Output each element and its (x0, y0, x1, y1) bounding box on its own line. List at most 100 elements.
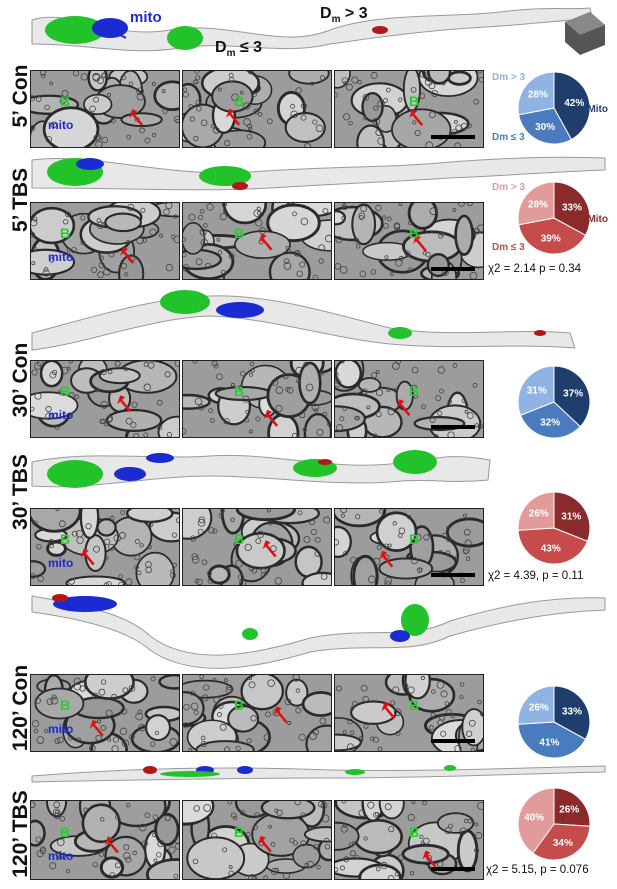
green-vesicle-cluster (45, 16, 105, 44)
bouton-label: B (409, 531, 420, 547)
bouton-label: B (234, 531, 245, 547)
pie-label: 40% (524, 813, 544, 824)
bouton-label: B (409, 383, 420, 399)
green-vesicle-cluster (160, 771, 220, 777)
mito-label: mito (48, 118, 74, 132)
pie-slice (517, 71, 555, 116)
legend-dm-le: Dm ≤ 3 (492, 242, 525, 253)
pie-slice (553, 181, 591, 237)
red-arrow (131, 112, 144, 126)
pie-slice (519, 401, 581, 439)
red-arrow (411, 112, 424, 126)
red-arrow (259, 838, 272, 853)
bouton-label: B (234, 383, 245, 399)
mito-label: mito (48, 556, 74, 570)
green-vesicle-cluster (47, 460, 103, 488)
psd-red (534, 330, 546, 336)
chi-square-result: χ2 = 2.14 p = 0.34 (488, 263, 581, 275)
pie-slice (518, 217, 587, 255)
pie-label: 37% (563, 389, 583, 400)
em-image-2: B (182, 508, 332, 586)
pie-slice (517, 527, 589, 565)
pie-slice (517, 787, 555, 854)
green-vesicle-cluster (160, 290, 210, 314)
em-image-2: B (182, 202, 332, 280)
scale-bar (431, 739, 475, 743)
psd-red (143, 766, 157, 774)
pie-slice (553, 685, 591, 741)
bouton-label: B (60, 225, 71, 241)
pie-label: 31% (527, 385, 547, 396)
bouton-label: B (60, 697, 71, 713)
red-arrow (398, 402, 411, 417)
em-image-2: B (182, 800, 332, 880)
mito-shape (76, 158, 104, 170)
pie-label: 26% (559, 805, 579, 816)
pie-label: 39% (541, 234, 561, 245)
em-image-3: B (334, 70, 484, 148)
pie-label: 33% (562, 706, 582, 717)
pie-slice (518, 107, 573, 145)
bouton-label: B (409, 697, 420, 713)
pie-label: 26% (529, 509, 549, 520)
bouton-label: B (234, 225, 245, 241)
red-arrow (106, 839, 119, 854)
pie-label: 42% (564, 98, 584, 109)
pie-label: 31% (561, 511, 581, 522)
pie-label: 41% (539, 737, 559, 748)
red-arrow (228, 111, 241, 126)
pie-chart: 26% 34% 40% (517, 787, 591, 861)
pie-slice (517, 721, 587, 759)
em-image-3: B (334, 202, 484, 280)
pie-slice (517, 181, 555, 226)
red-arrow (424, 853, 437, 868)
red-arrow (275, 709, 288, 724)
green-vesicle-cluster (242, 628, 258, 640)
pie-label: 32% (540, 418, 560, 429)
em-image-3: B (334, 508, 484, 586)
dm-le-annotation: Dm ≤ 3 (215, 39, 262, 59)
psd-red (52, 594, 68, 602)
pie-chart: 37% 32% 31% (517, 365, 591, 439)
em-image-3: B (334, 800, 484, 880)
bouton-label: B (234, 824, 245, 840)
pie-chart: 33% 39% 28%Dm > 3 Mito Dm ≤ 3 (492, 181, 608, 255)
scale-bar (431, 267, 475, 271)
bouton-label: B (60, 93, 71, 109)
mito-label: mito (48, 250, 74, 264)
dm-gt-annotation: Dm > 3 (320, 5, 368, 25)
legend-dm-gt: Dm > 3 (492, 182, 526, 193)
red-arrow (383, 705, 396, 720)
pie-label: 30% (535, 122, 555, 133)
mito-shape (92, 18, 128, 38)
scale-bar (431, 135, 475, 139)
pie-slice (553, 491, 591, 542)
em-image-3: B (334, 674, 484, 752)
bouton-label: B (409, 93, 420, 109)
em-image-2: B (182, 674, 332, 752)
green-vesicle-cluster (401, 604, 429, 636)
pie-slice (517, 685, 555, 725)
chi-square-result: χ2 = 5.15, p = 0.076 (486, 864, 589, 876)
chi-square-result: χ2 = 4.39, p = 0.11 (488, 570, 584, 582)
axon-reconstruction (31, 156, 606, 191)
bouton-label: B (60, 383, 71, 399)
scale-bar (431, 573, 475, 577)
pie-chart: 42% 30% 28%Dm > 3 Mito Dm ≤ 3 (492, 71, 608, 145)
mito-shape (53, 596, 117, 612)
psd-red (232, 182, 248, 190)
red-arrow (91, 722, 104, 737)
green-vesicle-cluster (444, 765, 456, 771)
axon-reconstruction (31, 765, 606, 783)
axon-reconstruction (31, 290, 576, 351)
